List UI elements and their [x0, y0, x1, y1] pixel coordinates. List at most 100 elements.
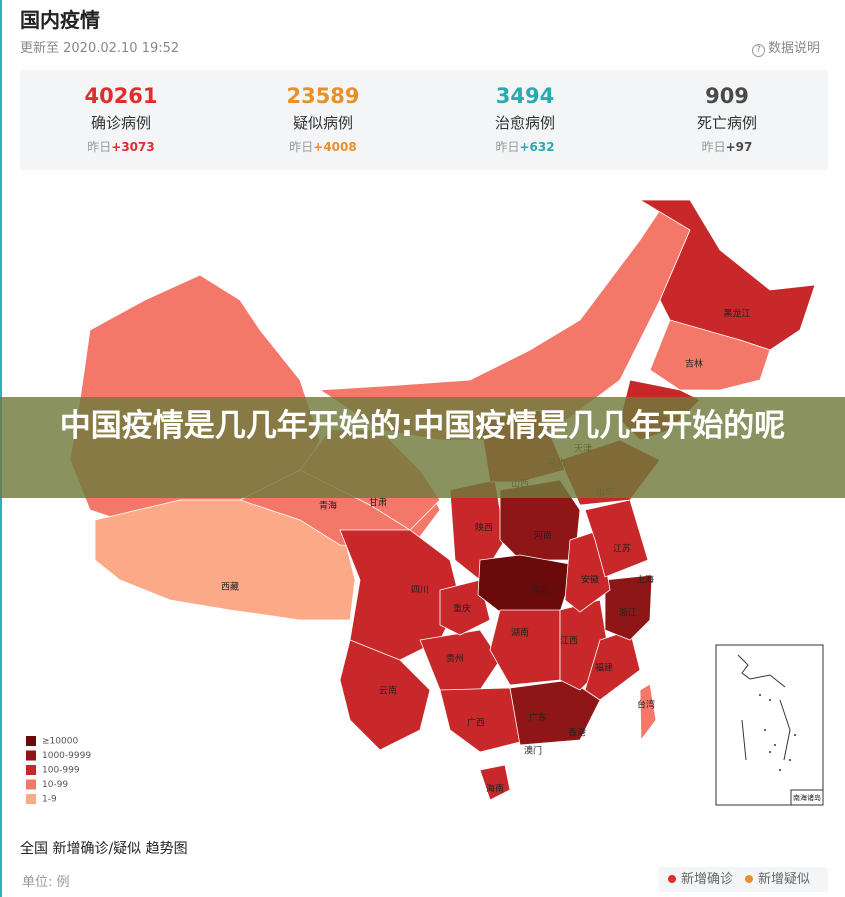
province-label: 湖北 [531, 585, 549, 596]
delta-prefix: 昨日 [289, 140, 314, 154]
legend-item: 新增疑似 [745, 872, 810, 887]
legend-label: 100-999 [42, 766, 80, 776]
legend-swatch [26, 765, 36, 775]
title: 国内疫情 [20, 8, 100, 32]
legend-label: ≥10000 [42, 737, 78, 747]
province-label: 福建 [595, 662, 613, 674]
stat: 23589 疑似病例昨日+4008 [222, 70, 424, 155]
island [794, 734, 796, 736]
stat-delta: 昨日+97 [626, 138, 828, 155]
province-label: 江苏 [613, 543, 631, 555]
inset-label-box [790, 789, 824, 806]
legend-dot [668, 875, 676, 883]
stat-delta: 昨日+4008 [222, 138, 424, 155]
stat-label: 确诊病例 [90, 114, 151, 132]
province-label: 陕西 [475, 522, 493, 534]
province-label: 广东 [529, 712, 547, 724]
delta-value: +3073 [111, 140, 155, 154]
province [439, 579, 491, 636]
stat-label: 死亡病例 [696, 114, 757, 132]
legend-label: 1000-9999 [42, 751, 91, 761]
province-label: 云南 [379, 685, 397, 697]
trend-legend: 新增确诊 新增疑似 [658, 867, 828, 892]
island [789, 759, 791, 761]
province-label: 澳门 [524, 745, 542, 757]
province-label: 甘肃 [369, 497, 387, 509]
stat-delta: 昨日+3073 [20, 138, 222, 155]
stat: 909 死亡病例昨日+97 [626, 70, 828, 155]
province-label: 黑龙江 [723, 308, 750, 320]
legend-item: 新增确诊 [668, 872, 733, 887]
province [439, 687, 521, 753]
province-label: 江西 [560, 636, 578, 647]
legend-swatch [26, 794, 36, 804]
updated: 更新至 2020.02.10 19:52 [20, 41, 180, 56]
province-label: 上海 [636, 574, 654, 586]
help[interactable]: ? 数据说明 [752, 37, 820, 57]
delta-prefix: 昨日 [701, 140, 726, 154]
legend-label: 10-99 [42, 780, 68, 790]
province [649, 319, 771, 391]
island [769, 699, 771, 701]
province-label: 重庆 [453, 603, 471, 615]
legend-text: 新增确诊 [681, 872, 734, 887]
inset-label: 南海诸岛 [793, 793, 821, 802]
province-label: 浙江 [619, 607, 637, 619]
province [479, 764, 511, 801]
delta-prefix: 昨日 [495, 140, 520, 154]
island [764, 729, 766, 731]
island [779, 769, 781, 771]
delta-value: +632 [519, 140, 555, 154]
trend-title: 全国 新增确诊/疑似 趋势图 [20, 841, 188, 857]
delta-value: +97 [725, 140, 753, 154]
province-label: 四川 [411, 586, 429, 596]
province [489, 609, 561, 686]
province-label: 吉林 [685, 358, 703, 370]
stats: 40261 确诊病例 昨日+3073 23589 疑似病例 昨日+4008 3494 治愈病例… [20, 70, 828, 170]
province-label: 台湾 [637, 699, 655, 711]
legend-swatch [26, 779, 36, 790]
help-text[interactable]: 数据说明 [768, 41, 821, 56]
banner: 中国疫情是几几年开始的:中国疫情是几几年开始的呢 [0, 397, 845, 498]
inset [715, 644, 824, 806]
province [639, 683, 657, 742]
province [584, 499, 649, 578]
stat-value: 40261 [84, 84, 158, 108]
stat-value: 3494 [495, 84, 555, 108]
island [769, 751, 771, 753]
legend-label: 1-9 [42, 795, 57, 805]
province-label: 安徽 [581, 574, 599, 586]
legend-swatch [26, 750, 36, 761]
province-label: 香港 [568, 727, 586, 739]
stat: 3494 治愈病例昨日+632 [424, 70, 626, 155]
delta-prefix: 昨日 [87, 140, 112, 154]
stat-value: 23589 [286, 84, 360, 108]
stat-value: 909 [705, 84, 749, 108]
province-label: 河南 [534, 530, 552, 542]
inset-coast [737, 654, 791, 761]
province [419, 629, 501, 691]
province [604, 574, 653, 641]
province-label: 青海 [319, 500, 337, 512]
province-label: 湖南 [511, 627, 529, 639]
province-label: 广西 [467, 717, 485, 729]
province-label: 西藏 [221, 581, 239, 593]
stat-delta: 昨日+632 [424, 138, 626, 155]
legend-text: 新增疑似 [758, 872, 811, 887]
province [509, 679, 601, 746]
stat: 40261 确诊病例昨日+3073 [20, 70, 222, 155]
trend-unit: 单位: 例 [22, 875, 70, 890]
province [477, 554, 576, 613]
province-label: 贵州 [446, 653, 464, 665]
stat-label: 疑似病例 [292, 114, 353, 132]
delta-value: +4008 [313, 140, 357, 154]
island [759, 694, 761, 696]
island [774, 744, 776, 746]
province-label: 海南 [486, 783, 504, 795]
legend-swatch [26, 736, 36, 746]
stat-label: 治愈病例 [494, 114, 555, 132]
province [339, 639, 431, 751]
legend-dot [745, 875, 754, 883]
